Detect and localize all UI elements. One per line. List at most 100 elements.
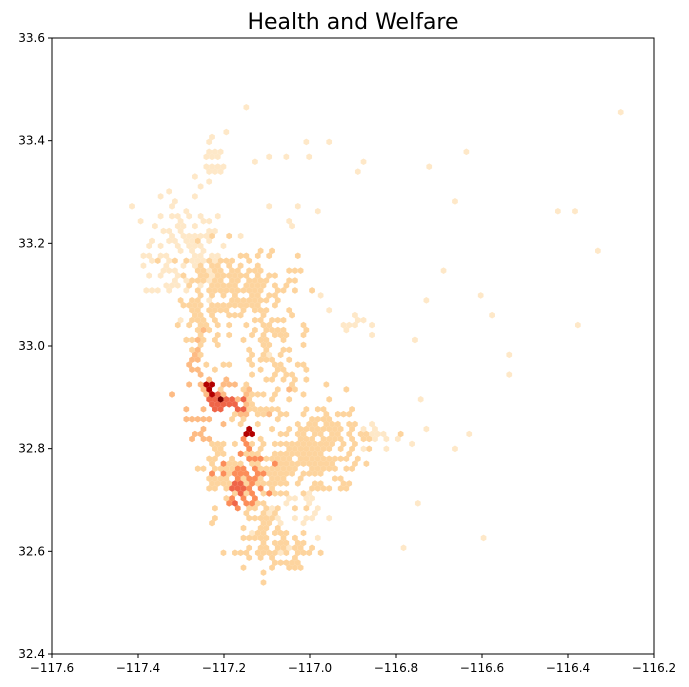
hex-cell	[229, 485, 235, 492]
hex-cell	[214, 282, 221, 289]
hex-cell	[257, 247, 264, 255]
hex-cell	[189, 297, 195, 304]
hex-cell	[172, 277, 178, 284]
hex-cell	[194, 356, 201, 364]
hex-cell	[323, 440, 330, 448]
hex-cell	[269, 405, 275, 413]
hex-cell	[326, 306, 333, 314]
hex-cell	[212, 465, 218, 472]
hex-cell	[292, 386, 298, 393]
hex-cell	[283, 153, 290, 161]
hex-cell	[266, 410, 273, 418]
hex-cell	[263, 356, 270, 364]
hex-cell	[183, 277, 190, 284]
hex-cell	[300, 361, 307, 368]
hex-cell	[220, 391, 227, 398]
hex-cell	[192, 232, 198, 240]
hex-cell	[277, 430, 284, 438]
hex-cell	[320, 405, 327, 413]
hex-cell	[217, 445, 224, 453]
hex-cell	[300, 529, 307, 537]
hex-cell	[254, 500, 261, 507]
hex-cell	[257, 336, 264, 344]
hex-cell	[274, 504, 281, 512]
hex-cell	[329, 420, 335, 428]
hex-cell	[232, 549, 238, 557]
hex-cell	[343, 485, 350, 492]
hex-cell	[346, 321, 353, 329]
hex-cell	[214, 450, 221, 458]
hex-cell	[317, 549, 324, 557]
hex-cell	[280, 326, 287, 334]
hex-cell	[243, 401, 250, 408]
hex-cell	[206, 435, 213, 443]
hex-cell	[246, 277, 253, 284]
hex-cell	[289, 311, 295, 319]
hex-cell	[226, 361, 233, 368]
hex-cell	[240, 415, 247, 423]
hex-cell	[312, 470, 318, 477]
hex-cell	[332, 455, 338, 463]
hex-cell	[289, 559, 295, 566]
hex-cell	[220, 163, 227, 170]
hex-cell	[317, 292, 324, 299]
hex-cell	[374, 430, 381, 438]
hex-cell	[280, 376, 287, 383]
hex-cell	[237, 252, 244, 260]
hex-cell	[617, 108, 624, 116]
hex-cell	[306, 440, 313, 448]
hex-cell	[209, 480, 215, 487]
hex-cell	[352, 321, 358, 329]
hex-cell	[269, 465, 275, 472]
hex-cell	[200, 257, 207, 265]
hex-cell	[300, 450, 307, 458]
hex-cell	[309, 287, 315, 294]
hex-cell	[169, 232, 175, 240]
hex-cell	[220, 460, 227, 467]
hex-cell	[186, 361, 193, 368]
hex-cell	[260, 519, 267, 527]
hex-cell	[314, 455, 321, 463]
hex-cell	[360, 158, 367, 166]
hex-cell	[289, 440, 295, 448]
hex-cell	[300, 430, 307, 438]
hex-cell	[197, 311, 204, 319]
hex-cell	[220, 480, 227, 487]
hex-cell	[169, 391, 175, 398]
hex-cell	[286, 564, 293, 571]
hex-cell	[269, 564, 275, 571]
hex-cell	[243, 321, 250, 329]
hex-cell	[289, 381, 295, 388]
hex-cell	[463, 148, 470, 156]
hex-cell	[292, 495, 298, 502]
hex-cell	[157, 212, 164, 220]
hex-cell	[332, 435, 338, 443]
hex-cell	[369, 430, 375, 438]
hex-cell	[272, 440, 278, 448]
hex-cell	[274, 544, 281, 552]
hex-cell	[220, 420, 227, 428]
hex-cell	[309, 514, 315, 522]
hex-cell	[194, 366, 201, 373]
hex-cell	[366, 435, 373, 443]
hex-cell	[240, 475, 247, 482]
hex-cell	[194, 267, 201, 274]
hex-cell	[189, 277, 195, 284]
hex-cell	[326, 465, 333, 472]
hex-cell	[326, 485, 333, 492]
hex-cell	[292, 564, 298, 571]
hex-cell	[312, 480, 318, 487]
hex-cell	[243, 272, 250, 279]
hex-cell	[160, 267, 167, 274]
hex-cell	[286, 346, 293, 354]
hex-cell	[246, 544, 253, 552]
hex-cell	[260, 500, 267, 507]
y-axis: 32.4 32.6 32.8 33.0 33.2 33.4 33.6	[18, 31, 52, 661]
hex-cell	[257, 306, 264, 314]
hex-cell	[263, 376, 270, 383]
hex-cell	[269, 326, 275, 334]
hex-cell	[212, 455, 218, 463]
hex-cell	[229, 415, 235, 423]
hex-cell	[240, 297, 247, 304]
hex-cell	[286, 356, 293, 364]
